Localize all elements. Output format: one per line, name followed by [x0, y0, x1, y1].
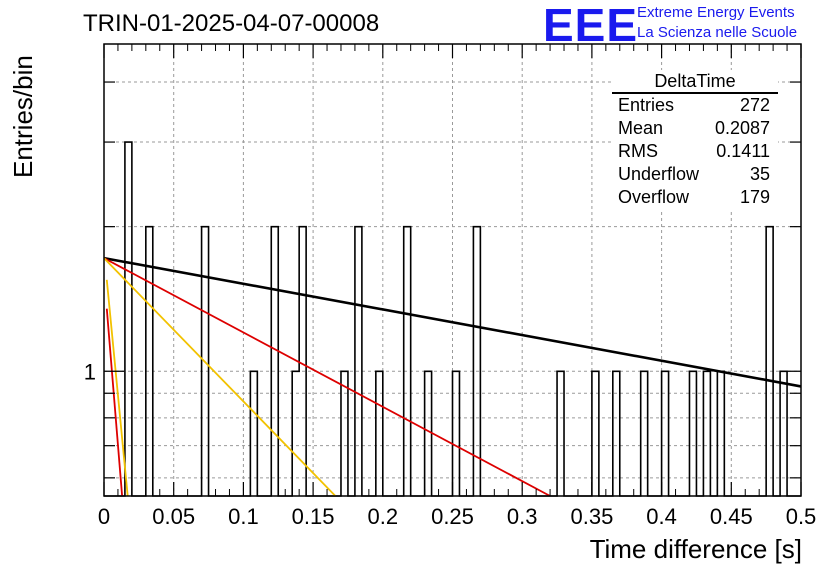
x-tick-label: 0 — [98, 504, 110, 529]
histogram-bin — [613, 371, 620, 496]
x-tick-label: 0.2 — [368, 504, 399, 529]
histogram-bin — [662, 371, 669, 496]
histogram-bin — [271, 227, 278, 496]
x-tick-label: 0.45 — [710, 504, 753, 529]
run-title: TRIN-01-2025-04-07-00008 — [83, 10, 380, 37]
histogram-bin — [425, 371, 432, 496]
stats-value: 179 — [739, 187, 770, 207]
histogram-bin — [292, 371, 299, 496]
x-tick-label: 0.15 — [292, 504, 335, 529]
stats-value: 272 — [739, 95, 770, 115]
fit-line — [105, 308, 124, 497]
stats-box: DeltaTime Entries 272 Mean 0.2087 RMS 0.… — [612, 70, 778, 209]
stats-title: DeltaTime — [612, 70, 778, 94]
histogram-bin — [557, 371, 564, 496]
histogram-bin — [404, 227, 411, 496]
histogram-bin — [125, 142, 132, 496]
stats-value: 0.1411 — [716, 141, 770, 161]
x-tick-label: 0.35 — [570, 504, 613, 529]
fit-line — [103, 257, 551, 497]
stats-label: Overflow — [618, 187, 690, 207]
x-tick-label: 0.25 — [431, 504, 474, 529]
fit-line — [103, 257, 337, 497]
stats-row-overflow: Overflow 179 — [612, 186, 778, 209]
x-tick-labels: 0 0.05 0.1 0.15 0.2 0.25 0.3 0.35 0.4 0.45 0.5 — [98, 504, 816, 529]
histogram-bin — [717, 371, 724, 496]
eee-logo-line1: Extreme Energy Events — [637, 4, 795, 21]
stats-value: 35 — [749, 164, 770, 184]
stats-row-underflow: Underflow 35 — [612, 163, 778, 186]
histogram-bin — [766, 227, 773, 496]
axis-ticks — [103, 44, 802, 496]
histogram-bin — [780, 371, 787, 496]
y-axis-label: Entries/bin — [8, 55, 38, 178]
histogram-bin — [250, 371, 257, 496]
x-tick-label: 0.5 — [786, 504, 817, 529]
fit-line — [103, 256, 802, 388]
fit-lines — [103, 256, 802, 497]
histogram-bin — [689, 371, 696, 496]
histogram-bin — [592, 371, 599, 496]
stats-row-mean: Mean 0.2087 — [612, 117, 778, 140]
stats-label: Mean — [618, 118, 664, 138]
y-tick-label: 1 — [84, 359, 96, 384]
stats-row-entries: Entries 272 — [612, 94, 778, 117]
x-tick-label: 0.1 — [228, 504, 259, 529]
histogram-bin — [641, 371, 648, 496]
stats-value: 0.2087 — [714, 118, 770, 138]
histogram-bin — [703, 371, 710, 496]
histogram-bin — [341, 371, 348, 496]
x-tick-label: 0.4 — [646, 504, 677, 529]
histogram-bin — [299, 227, 306, 496]
eee-logo-line2: La Scienza nelle Scuole — [637, 24, 798, 41]
fit-line — [105, 279, 129, 497]
x-axis-label: Time difference [s] — [589, 534, 802, 564]
stats-row-rms: RMS 0.1411 — [612, 140, 778, 163]
y-tick-labels: 1 — [84, 359, 96, 384]
histogram-bin — [376, 371, 383, 496]
x-tick-label: 0.05 — [152, 504, 195, 529]
stats-label: Underflow — [618, 164, 700, 184]
eee-logo: EEE — [543, 0, 639, 51]
histogram-bin — [355, 227, 362, 496]
stats-label: RMS — [618, 141, 658, 161]
x-tick-label: 0.3 — [507, 504, 538, 529]
histogram-bin — [453, 371, 460, 496]
stats-label: Entries — [618, 95, 675, 115]
